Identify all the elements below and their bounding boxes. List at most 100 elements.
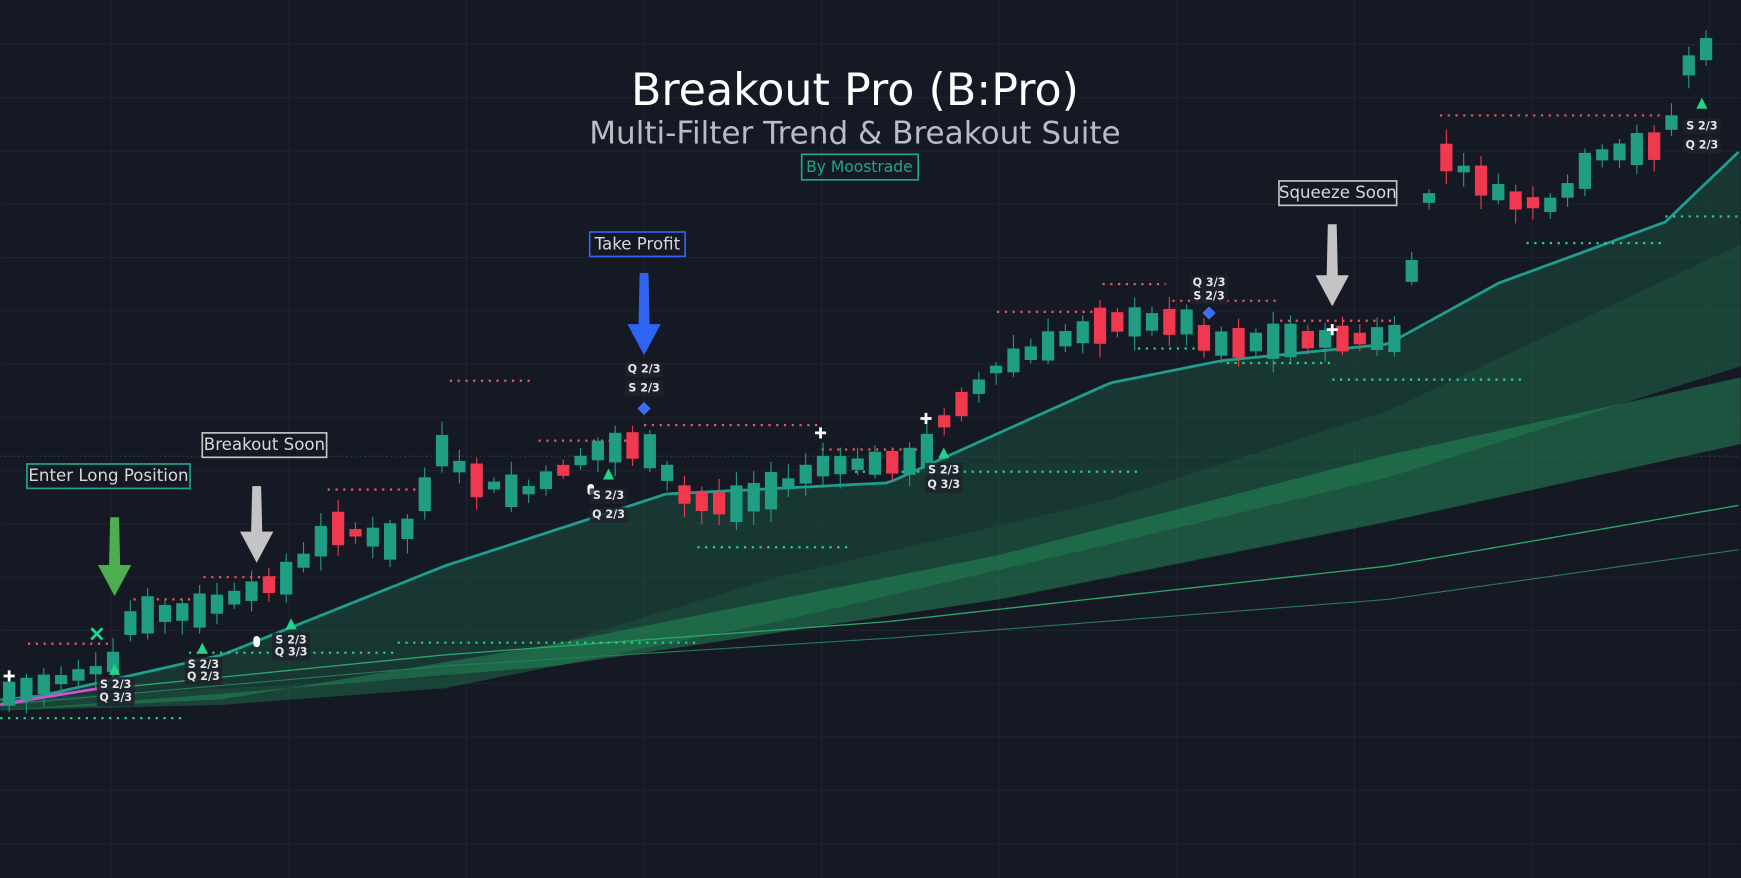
body bbox=[1145, 313, 1159, 331]
body bbox=[712, 492, 726, 515]
body bbox=[1111, 312, 1124, 332]
long-ma bbox=[0, 504, 1739, 700]
body bbox=[1180, 309, 1193, 335]
body bbox=[1319, 330, 1332, 348]
author: By Moostrade bbox=[806, 158, 913, 176]
tag-box bbox=[184, 657, 223, 673]
body bbox=[903, 447, 916, 475]
cross bbox=[3, 670, 15, 682]
tag-box bbox=[272, 644, 310, 661]
buy-signal bbox=[196, 642, 208, 654]
tag-box bbox=[625, 380, 663, 397]
body bbox=[1336, 325, 1349, 352]
body bbox=[834, 456, 847, 475]
annotations: Enter Long Position Breakout Soon Take Pro… bbox=[26, 118, 1721, 706]
body bbox=[799, 464, 812, 484]
callout-box bbox=[588, 231, 686, 258]
body bbox=[1630, 133, 1643, 166]
body bbox=[764, 472, 778, 510]
body bbox=[643, 434, 656, 469]
body bbox=[20, 677, 33, 701]
body bbox=[401, 518, 414, 539]
tag: S 2/3 bbox=[1686, 120, 1717, 133]
tag-box bbox=[272, 632, 310, 649]
body bbox=[1699, 38, 1713, 61]
body bbox=[1405, 260, 1418, 282]
buy-signal bbox=[285, 618, 297, 630]
body bbox=[1353, 332, 1366, 345]
body bbox=[453, 460, 466, 473]
tag: S 2/3 bbox=[100, 678, 131, 691]
long-ma bbox=[0, 549, 1739, 706]
tag: S 2/3 bbox=[628, 381, 659, 394]
body bbox=[1007, 348, 1020, 373]
body bbox=[1492, 183, 1505, 201]
body bbox=[349, 529, 362, 537]
body bbox=[1544, 197, 1557, 212]
arrow bbox=[240, 486, 274, 563]
tag: Q 2/3 bbox=[1686, 138, 1719, 151]
subtitle: Multi-Filter Trend & Breakout Suite bbox=[589, 115, 1120, 151]
body bbox=[89, 666, 102, 675]
callout: Enter Long Position bbox=[28, 466, 188, 485]
tag: Q 3/3 bbox=[99, 691, 132, 704]
body bbox=[435, 434, 449, 467]
body bbox=[54, 675, 68, 685]
body bbox=[522, 485, 535, 495]
body bbox=[210, 594, 224, 614]
body bbox=[193, 593, 206, 628]
body bbox=[1648, 132, 1661, 160]
body bbox=[1440, 143, 1453, 172]
body bbox=[332, 511, 345, 546]
body bbox=[1128, 307, 1141, 337]
author-box bbox=[800, 153, 920, 181]
body bbox=[609, 432, 622, 463]
body bbox=[1024, 346, 1037, 360]
body bbox=[1422, 193, 1436, 203]
tag-box bbox=[924, 462, 963, 479]
callout: Breakout Soon bbox=[204, 435, 325, 454]
body bbox=[730, 485, 743, 523]
body bbox=[314, 525, 327, 557]
body bbox=[141, 596, 154, 634]
body bbox=[816, 455, 830, 477]
tag-box bbox=[96, 677, 135, 693]
tag-box bbox=[924, 477, 963, 493]
title: Breakout Pro (B:Pro) bbox=[631, 65, 1079, 116]
body bbox=[1388, 324, 1401, 353]
body bbox=[72, 669, 85, 681]
callout: Squeeze Soon bbox=[1279, 183, 1397, 202]
body bbox=[574, 455, 587, 466]
tag: Q 2/3 bbox=[592, 508, 625, 521]
body bbox=[1526, 197, 1540, 209]
body bbox=[124, 611, 137, 635]
tag-box bbox=[96, 690, 135, 706]
body bbox=[695, 491, 708, 512]
tag: Q 2/3 bbox=[187, 670, 220, 683]
body bbox=[1093, 307, 1107, 344]
callout: Take Profit bbox=[594, 234, 681, 253]
tp-signal bbox=[1202, 306, 1216, 320]
buy-signal bbox=[109, 663, 121, 675]
tag: S 2/3 bbox=[275, 633, 306, 646]
body bbox=[1215, 331, 1228, 356]
body bbox=[886, 450, 899, 474]
exit bbox=[253, 636, 261, 648]
body bbox=[1041, 331, 1055, 361]
body bbox=[972, 379, 985, 394]
body bbox=[990, 365, 1003, 374]
body bbox=[1197, 325, 1211, 351]
tag-box bbox=[625, 361, 663, 378]
body bbox=[626, 432, 639, 459]
tag: Q 2/3 bbox=[628, 363, 661, 376]
tag-box bbox=[1683, 118, 1721, 135]
body bbox=[1474, 165, 1488, 196]
body bbox=[955, 391, 968, 417]
tag-box bbox=[1190, 288, 1228, 305]
body bbox=[3, 681, 16, 706]
body bbox=[176, 603, 189, 621]
body bbox=[1301, 330, 1314, 349]
body bbox=[1613, 143, 1626, 161]
tag-box bbox=[1683, 137, 1721, 154]
